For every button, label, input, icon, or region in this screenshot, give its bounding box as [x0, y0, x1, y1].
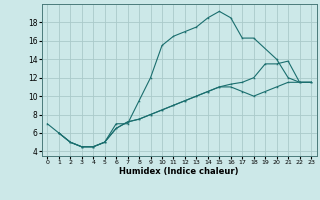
X-axis label: Humidex (Indice chaleur): Humidex (Indice chaleur): [119, 167, 239, 176]
